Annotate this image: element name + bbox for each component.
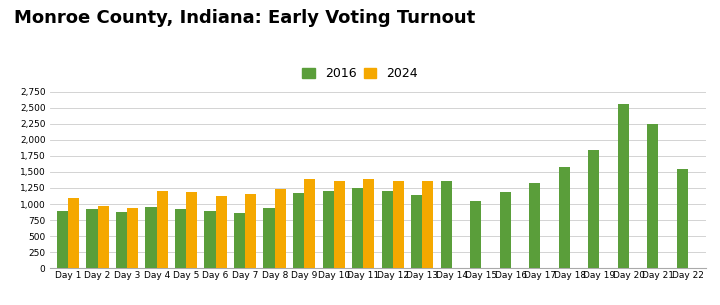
Bar bbox=[175, 209, 186, 268]
Bar bbox=[588, 150, 599, 268]
Bar bbox=[145, 207, 157, 268]
Bar bbox=[57, 210, 68, 268]
Bar bbox=[618, 104, 629, 268]
Bar bbox=[441, 181, 451, 268]
Bar bbox=[116, 213, 127, 268]
Bar bbox=[186, 192, 197, 268]
Bar bbox=[352, 188, 364, 268]
Bar bbox=[677, 169, 688, 268]
Bar bbox=[234, 213, 246, 268]
Bar bbox=[293, 193, 305, 268]
Bar bbox=[647, 124, 658, 268]
Bar bbox=[364, 179, 374, 268]
Bar bbox=[382, 191, 392, 268]
Bar bbox=[323, 191, 334, 268]
Bar bbox=[98, 206, 109, 268]
Bar bbox=[86, 209, 98, 268]
Bar bbox=[470, 202, 481, 268]
Bar bbox=[305, 179, 315, 268]
Text: Monroe County, Indiana: Early Voting Turnout: Monroe County, Indiana: Early Voting Tur… bbox=[14, 9, 476, 27]
Bar bbox=[204, 211, 216, 268]
Bar bbox=[264, 208, 275, 268]
Bar bbox=[559, 167, 570, 268]
Bar bbox=[334, 181, 345, 268]
Bar bbox=[392, 181, 404, 268]
Bar bbox=[500, 192, 510, 268]
Bar bbox=[127, 208, 138, 268]
Legend: 2016, 2024: 2016, 2024 bbox=[302, 67, 418, 80]
Bar bbox=[157, 191, 168, 268]
Bar bbox=[68, 198, 79, 268]
Bar bbox=[246, 194, 256, 268]
Bar bbox=[216, 196, 227, 268]
Bar bbox=[411, 195, 422, 268]
Bar bbox=[422, 181, 433, 268]
Bar bbox=[275, 189, 286, 268]
Bar bbox=[529, 184, 540, 268]
